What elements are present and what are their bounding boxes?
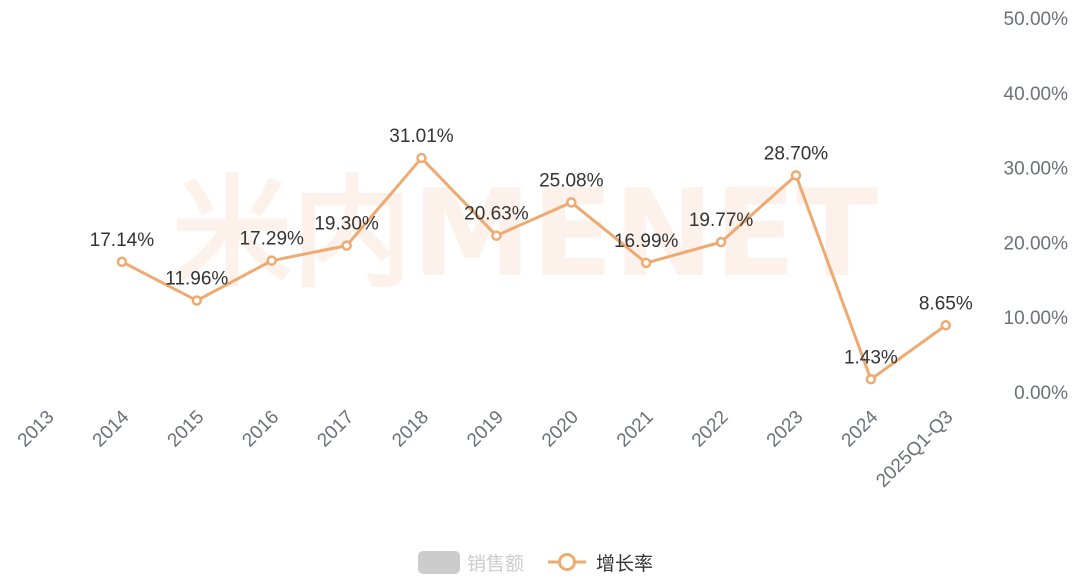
y-tick-label: 0.00%: [1014, 383, 1068, 404]
x-tick-label: 2018: [388, 407, 433, 452]
y-tick-label: 40.00%: [1004, 84, 1069, 105]
data-label: 1.43%: [844, 347, 898, 368]
legend-swatch-sales[interactable]: [418, 551, 460, 574]
data-label: 8.65%: [919, 293, 973, 314]
data-label: 20.63%: [464, 204, 529, 225]
x-tick-label: 2013: [14, 407, 59, 452]
x-tick-label: 2019: [463, 407, 508, 452]
x-tick-label: 2016: [238, 407, 283, 452]
data-label: 19.30%: [314, 214, 379, 235]
data-point: [416, 152, 427, 164]
y-tick-label: 50.00%: [1004, 9, 1069, 30]
y-tick-label: 10.00%: [1004, 308, 1069, 329]
x-tick-label: 2023: [763, 407, 808, 452]
data-point: [790, 170, 802, 181]
x-tick-label: 2024: [838, 406, 883, 451]
data-point: [865, 374, 877, 385]
y-tick-label: 20.00%: [1004, 233, 1069, 254]
legend: 销售额 增长率: [418, 551, 653, 575]
data-label: 17.14%: [90, 230, 155, 251]
series-line: [121, 156, 947, 381]
legend-label-growth[interactable]: 增长率: [596, 553, 653, 575]
x-tick-label: 2020: [538, 407, 583, 452]
data-label: 16.99%: [614, 231, 679, 252]
data-point: [191, 295, 203, 306]
data-labels: 17.14% 11.96% 17.29% 19.30% 31.01% 20.63% 25.0…: [90, 126, 973, 368]
x-tick-label: 2021: [613, 407, 658, 452]
data-label: 31.01%: [389, 126, 454, 147]
legend-label-sales[interactable]: 销售额: [467, 553, 524, 575]
data-point: [566, 197, 577, 208]
data-point: [266, 255, 277, 266]
data-label: 17.29%: [239, 229, 304, 250]
legend-swatch-growth-circle[interactable]: [558, 553, 576, 571]
watermark: 米内MENET: [172, 165, 878, 304]
x-tick-label: 2014: [89, 406, 134, 451]
data-point: [715, 236, 727, 248]
x-tick-label: 2015: [164, 407, 209, 452]
data-point: [640, 257, 652, 269]
data-label: 28.70%: [764, 143, 829, 164]
x-tick-label: 2025Q1-Q3: [872, 407, 957, 492]
data-label: 19.77%: [689, 210, 754, 231]
y-axis-ticks: 0.00% 10.00% 20.00% 30.00% 40.00% 50.00%: [1004, 9, 1069, 404]
y-tick-label: 30.00%: [1004, 159, 1069, 180]
x-tick-label: 2022: [688, 407, 733, 452]
data-label: 11.96%: [165, 269, 228, 290]
data-point: [940, 320, 952, 331]
data-point: [341, 240, 352, 251]
x-axis-ticks: 2013 2014 2015 2016 2017 2018 2019 2020 2021 2022…: [14, 406, 958, 491]
data-point: [491, 230, 502, 241]
series-growth-rate: [116, 152, 952, 385]
data-point: [116, 256, 128, 268]
x-tick-label: 2017: [313, 407, 358, 452]
data-label: 25.08%: [539, 170, 604, 191]
